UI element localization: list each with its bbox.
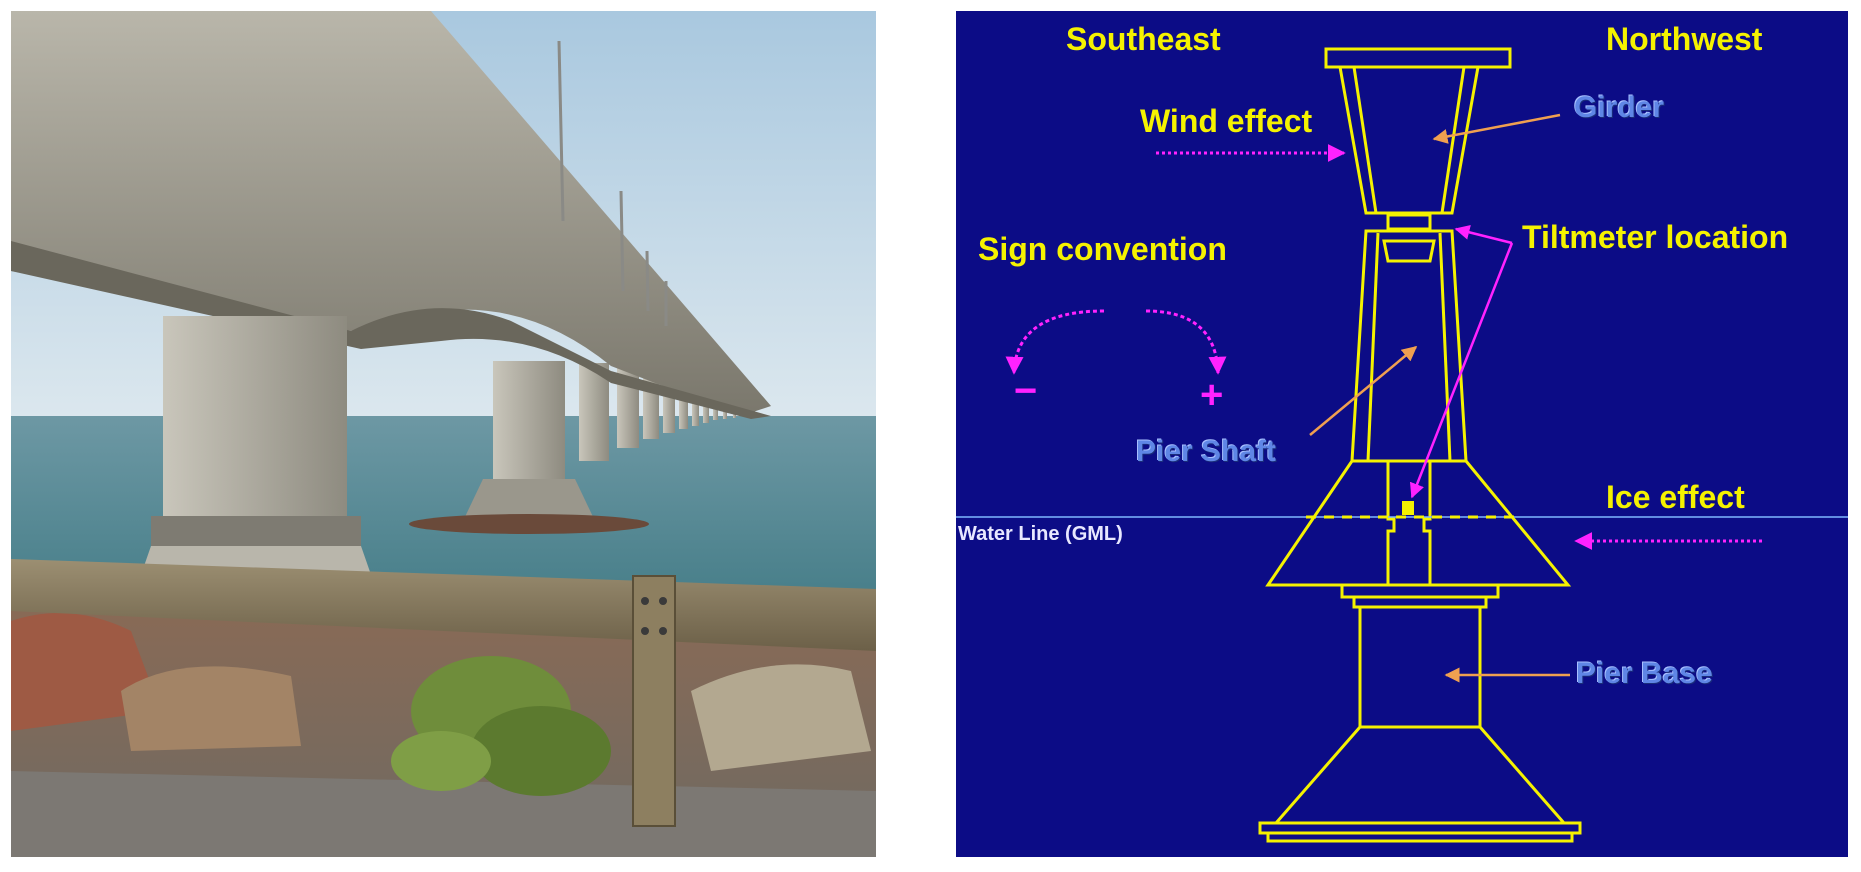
tiltmeter-marker	[1402, 501, 1414, 515]
label-northwest: Northwest	[1606, 21, 1763, 57]
pier-schematic	[956, 47, 1848, 843]
sign-plus: +	[1200, 373, 1224, 417]
bridge-photo-illustration	[11, 11, 876, 857]
pier-shaft-pointer	[1309, 346, 1418, 436]
light-poles	[557, 40, 668, 326]
label-sign-convention: Sign convention	[978, 231, 1227, 267]
pier-outline	[1258, 47, 1582, 843]
bridge-photo	[11, 11, 876, 857]
middle-pier	[409, 361, 649, 534]
label-girder: Girder	[1574, 91, 1665, 124]
label-southeast: Southeast	[1066, 21, 1221, 57]
label-water-line: Water Line (GML)	[958, 523, 1123, 545]
label-wind-effect: Wind effect	[1140, 103, 1313, 139]
sign-convention-arrow-left	[1005, 309, 1105, 375]
girder-pointer	[1432, 113, 1561, 144]
pier-diagram: Southeast Northwest Wind effect Girder T…	[956, 11, 1848, 857]
tiltmeter-arrow-top	[1454, 224, 1513, 245]
tiltmeter-arrow-bottom	[1409, 242, 1514, 499]
label-ice-effect: Ice effect	[1606, 479, 1745, 515]
guard-rail	[11, 559, 876, 827]
rocks	[11, 613, 871, 771]
label-pier-shaft: Pier Shaft	[1136, 435, 1277, 468]
sign-minus: −	[1014, 369, 1038, 413]
sign-convention-arrow-right	[1145, 309, 1227, 375]
bridge-deck	[11, 11, 771, 416]
label-tiltmeter-location: Tiltmeter location	[1522, 219, 1789, 255]
shrub	[391, 656, 611, 796]
label-pier-base: Pier Base	[1576, 657, 1713, 690]
